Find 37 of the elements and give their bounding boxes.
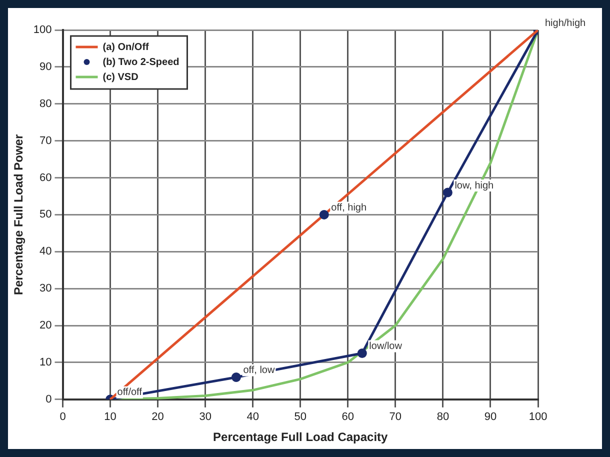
y-tick-label: 80 xyxy=(40,98,52,110)
x-tick-label: 20 xyxy=(152,411,164,424)
annotation: low, high xyxy=(454,180,494,192)
y-tick-label: 30 xyxy=(40,282,52,295)
x-tick-label: 10 xyxy=(104,411,116,424)
y-tick-label: 20 xyxy=(40,320,52,332)
annotation: off, low xyxy=(243,364,276,376)
y-tick-label: 40 xyxy=(40,246,52,258)
x-tick-label: 70 xyxy=(389,411,402,424)
y-tick-label: 10 xyxy=(40,356,52,368)
annotation: high/high xyxy=(545,18,586,29)
x-tick-label: 40 xyxy=(246,411,259,424)
annotation: low/low xyxy=(369,340,403,352)
x-tick-label: 80 xyxy=(436,411,450,424)
legend-label: (b) Two 2-Speed xyxy=(102,56,180,68)
y-tick-label: 100 xyxy=(33,24,52,36)
x-tick-label: 60 xyxy=(342,411,354,424)
point xyxy=(442,188,452,198)
point xyxy=(231,372,241,382)
y-tick-label: 90 xyxy=(40,60,52,73)
y-tick-label: 50 xyxy=(40,208,52,221)
point xyxy=(319,210,329,220)
y-tick-label: 0 xyxy=(46,393,52,406)
annotation: off, high xyxy=(331,202,367,214)
y-axis-title: Percentage Full Load Power xyxy=(12,134,26,296)
annotation: off/off xyxy=(117,387,142,398)
x-tick-label: 0 xyxy=(60,411,66,424)
x-tick-label: 30 xyxy=(199,411,212,424)
point xyxy=(357,348,367,358)
y-tick-label: 70 xyxy=(40,134,52,147)
y-tick-label: 60 xyxy=(40,172,52,184)
x-axis-title: Percentage Full Load Capacity xyxy=(213,430,388,444)
x-tick-label: 90 xyxy=(484,411,497,424)
x-tick-label: 100 xyxy=(528,411,548,424)
legend-label: (c) VSD xyxy=(102,72,138,83)
legend-label: (a) On/Off xyxy=(102,42,150,53)
x-tick-label: 50 xyxy=(294,411,306,424)
